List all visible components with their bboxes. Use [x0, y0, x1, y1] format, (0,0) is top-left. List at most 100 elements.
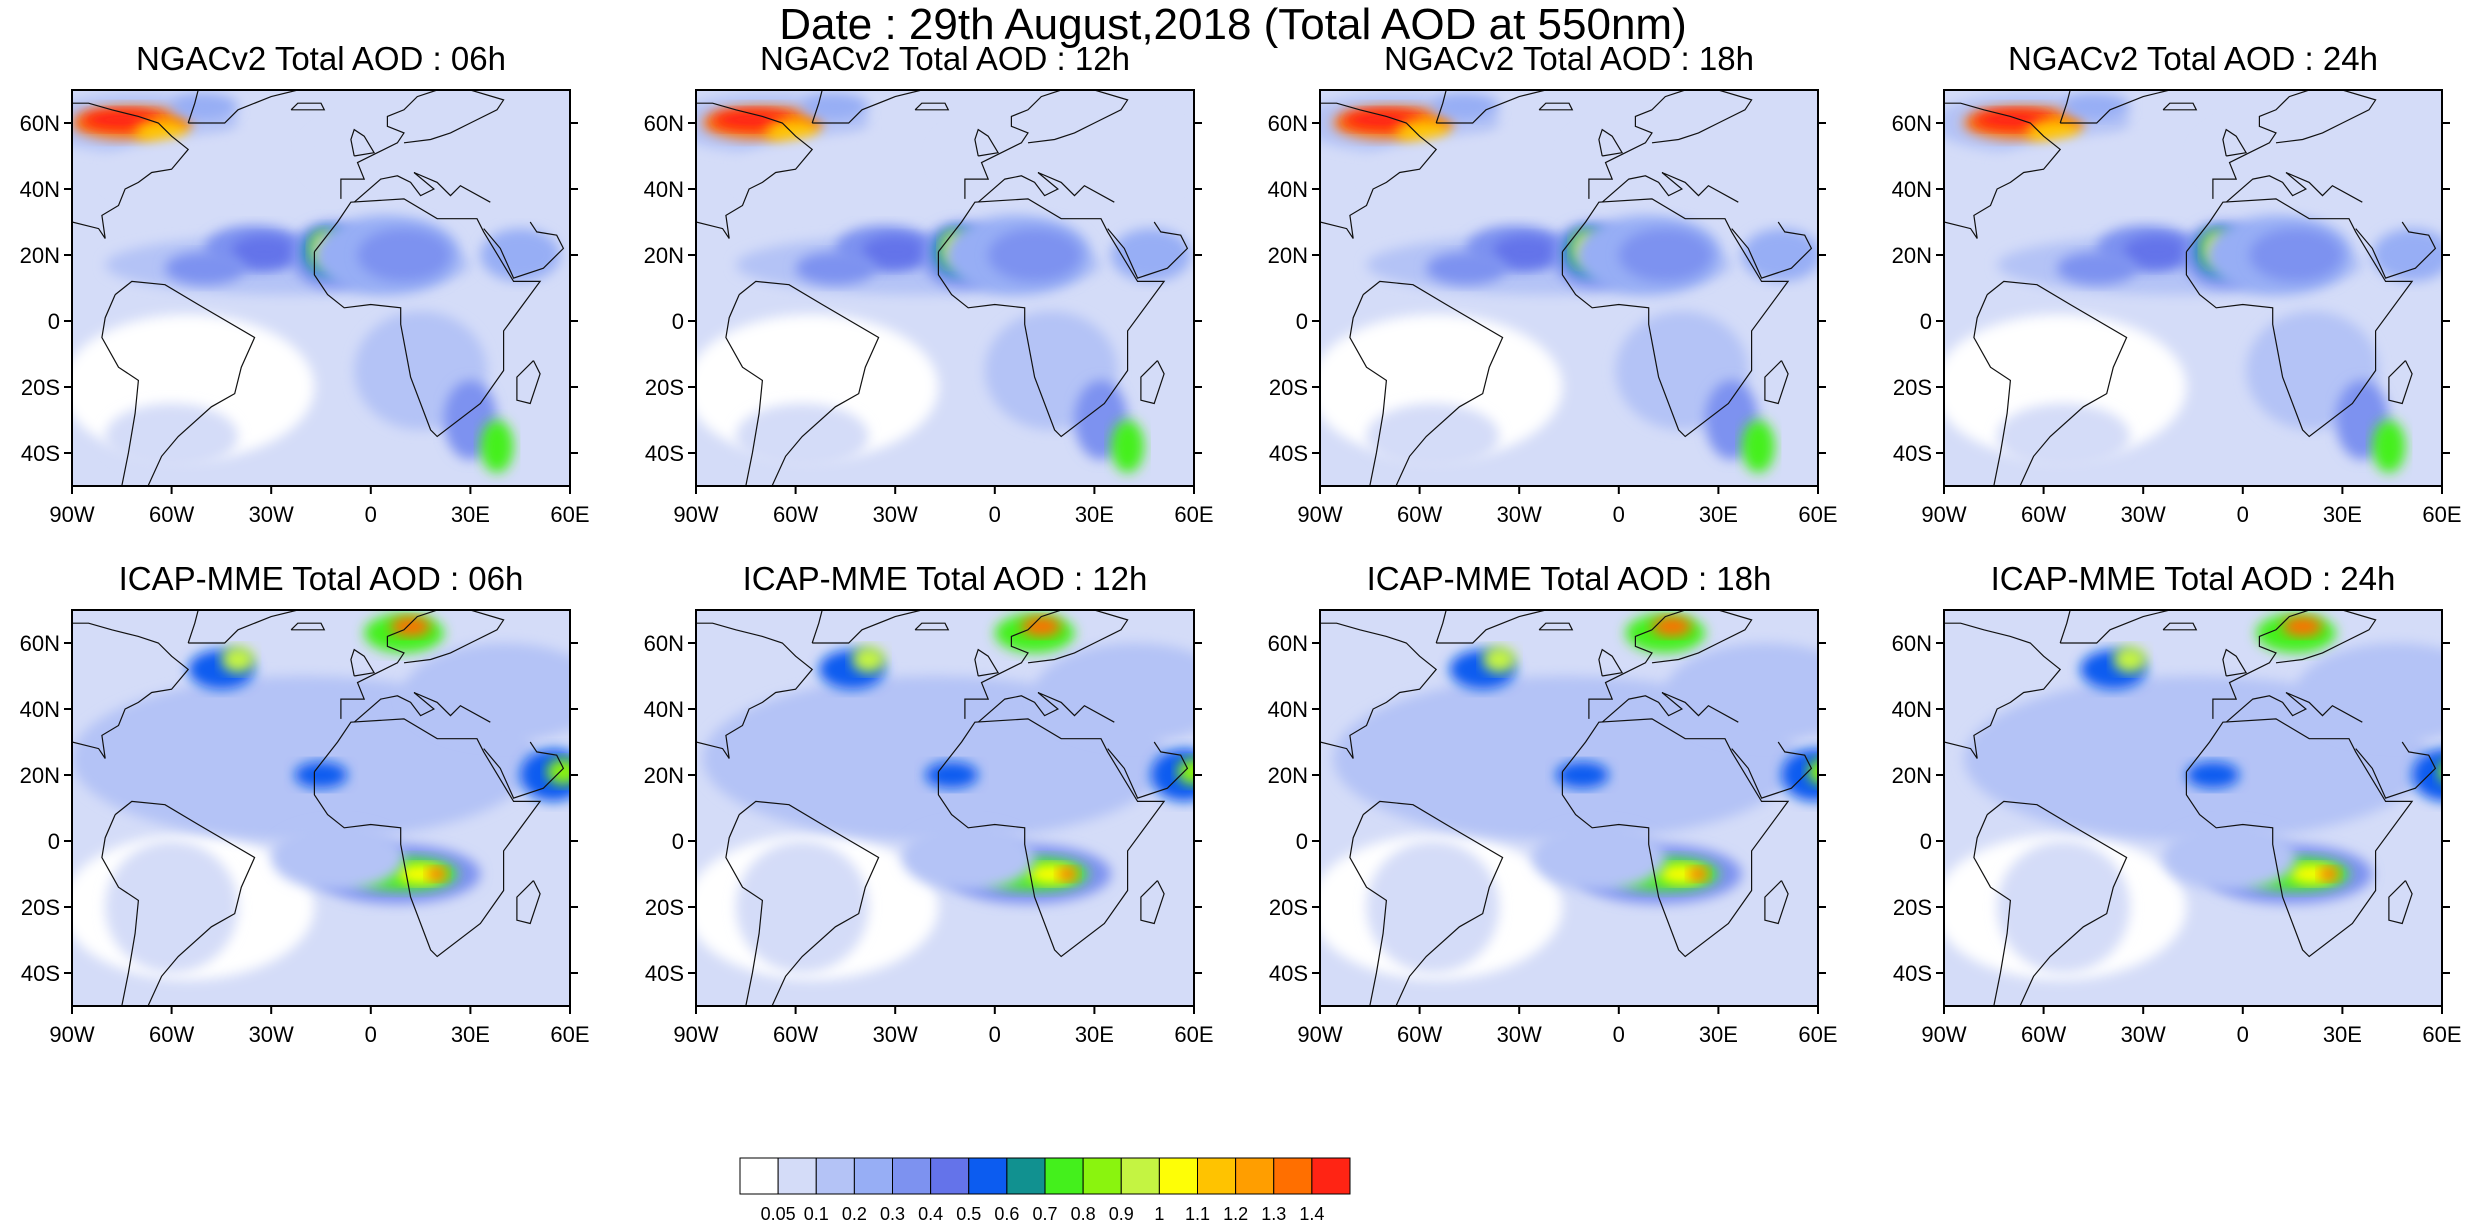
figure-title: Date : 29th August,2018 (Total AOD at 55…: [779, 0, 1687, 49]
coastline: [937, 198, 1166, 438]
coastline: [696, 102, 814, 239]
lat-label: 0: [672, 309, 684, 334]
map-panel: ICAP-MME Total AOD : 12h 60N 40N 20N 0 20S 40S…: [644, 560, 1214, 1047]
lon-label: 30E: [1075, 1022, 1114, 1047]
lat-label: 0: [48, 829, 60, 854]
map-frame: [695, 609, 1195, 1007]
colorbar-swatch: [1158, 1157, 1198, 1195]
aod-field: [2295, 643, 2442, 742]
coastline: [2059, 610, 2170, 644]
map-frame: [71, 89, 571, 487]
colorbar-swatch: [1197, 1157, 1237, 1195]
lat-label: 60N: [1268, 631, 1308, 656]
coastline: [914, 102, 950, 111]
aod-field: [1741, 420, 1775, 473]
lon-label: 90W: [1297, 502, 1342, 527]
lat-label: 40N: [20, 177, 60, 202]
lon-label: 30E: [451, 1022, 490, 1047]
colorbar-swatch: [1120, 1157, 1160, 1195]
coastline: [1588, 610, 1753, 719]
lon-label: 60W: [773, 1022, 818, 1047]
lat-label: 60N: [20, 631, 60, 656]
coastline: [1601, 171, 1739, 203]
coastline: [72, 622, 190, 759]
aod-field: [357, 228, 451, 282]
lat-label: 40S: [645, 961, 684, 986]
coastline: [1435, 90, 1546, 124]
aod-field: [546, 758, 570, 785]
aod-field: [2412, 748, 2442, 802]
aod-field: [735, 132, 1002, 213]
coastline: [1140, 360, 1165, 405]
colorbar-label: 1.2: [1223, 1204, 1248, 1224]
aod-field: [2372, 420, 2406, 473]
aod-field: [1034, 643, 1194, 742]
coastline: [2059, 90, 2170, 124]
lon-label: 30E: [451, 502, 490, 527]
lon-label: 0: [365, 1022, 377, 1047]
lon-label: 0: [1613, 1022, 1625, 1047]
lat-label: 60N: [1892, 631, 1932, 656]
lon-label: 30W: [873, 1022, 918, 1047]
lon-label: 60E: [1798, 502, 1837, 527]
map-panel: NGACv2 Total AOD : 24h 60N 40N 20N 0 20S 40S 90…: [1892, 40, 2462, 527]
aod-field: [1808, 759, 1818, 784]
coastline: [977, 171, 1115, 203]
lat-label: 40N: [644, 177, 684, 202]
coastline: [725, 800, 880, 1006]
coastline: [350, 128, 376, 157]
aod-field: [171, 93, 238, 120]
aod-field: [802, 93, 869, 120]
coastline: [353, 171, 491, 203]
lon-label: 30W: [249, 1022, 294, 1047]
colorbar-swatch: [1006, 1157, 1046, 1195]
lon-label: 30E: [2323, 1022, 2362, 1047]
map-panel: NGACv2 Total AOD : 06h 60N 40N 20N 0 20S 40S 90…: [20, 40, 590, 527]
lat-label: 20N: [1892, 763, 1932, 788]
coastline: [2162, 102, 2198, 111]
lat-label: 40S: [1893, 961, 1932, 986]
lon-label: 90W: [49, 1022, 94, 1047]
aod-field: [1426, 251, 1506, 285]
lat-label: 20S: [21, 895, 60, 920]
colorbar-swatch: [1235, 1157, 1275, 1195]
aod-field: [2063, 93, 2130, 120]
lon-label: 60E: [1174, 502, 1213, 527]
coastline: [2185, 198, 2414, 438]
colorbar-swatch: [853, 1157, 893, 1195]
aod-field: [852, 646, 886, 673]
lat-label: 0: [48, 309, 60, 334]
lon-label: 90W: [49, 502, 94, 527]
coastline: [350, 648, 376, 677]
colorbar: 0.05 0.1 0.2 0.3 0.4 0.5 0.6 0.7 0.8 0.9 1 1.1 1.2 1.…: [739, 1157, 1351, 1224]
lat-label: 40N: [20, 697, 60, 722]
lon-label: 60W: [1397, 502, 1442, 527]
coastline: [340, 610, 505, 719]
coastline: [1320, 102, 1438, 239]
colorbar-swatch: [815, 1157, 855, 1195]
aod-field: [1688, 867, 1709, 881]
coastline: [964, 90, 1129, 199]
lat-label: 20S: [1893, 895, 1932, 920]
coastline: [516, 360, 541, 405]
aod-field: [1111, 228, 1191, 282]
aod-field: [1665, 643, 1818, 742]
aod-field: [795, 251, 876, 285]
lon-label: 30E: [1075, 502, 1114, 527]
colorbar-label: 1.4: [1299, 1204, 1324, 1224]
coastline: [483, 741, 565, 799]
aod-field: [1366, 403, 1500, 470]
aod-field: [231, 235, 298, 269]
aod-field: [404, 643, 570, 742]
lon-label: 60W: [1397, 1022, 1442, 1047]
coastline: [1588, 90, 1753, 199]
panel-title: NGACv2 Total AOD : 18h: [1384, 40, 1754, 77]
coastline: [2388, 360, 2413, 405]
aod-field: [271, 824, 404, 891]
coastline: [1973, 800, 2128, 1006]
coastline: [2388, 880, 2413, 925]
lat-label: 40N: [1268, 177, 1308, 202]
map-panel: NGACv2 Total AOD : 18h 60N 40N 20N 0 20S 40S 90…: [1268, 40, 1838, 527]
coastline: [2225, 171, 2363, 203]
coastline: [313, 198, 542, 438]
